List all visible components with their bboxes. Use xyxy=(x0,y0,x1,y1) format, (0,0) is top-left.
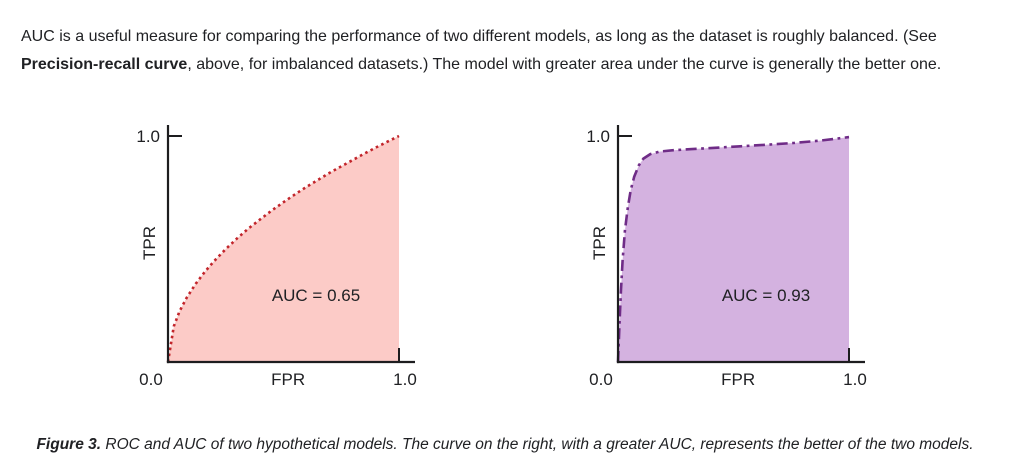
figure-caption: Figure 3. ROC and AUC of two hypothetica… xyxy=(0,436,1010,454)
figure-caption-label: Figure 3. xyxy=(36,435,102,453)
intro-line2-rest: , above, for imbalanced datasets.) The m… xyxy=(187,56,942,73)
y-axis-label: TPR xyxy=(590,226,609,260)
roc-chart-model-a: 1.0 0.0 1.0 FPR TPR AUC = 0.65 xyxy=(136,125,417,389)
y-tick-label-1.0: 1.0 xyxy=(136,127,160,146)
roc-area-fill xyxy=(168,136,399,362)
roc-chart-model-b: 1.0 0.0 1.0 FPR TPR AUC = 0.93 xyxy=(586,125,867,389)
y-tick-label-1.0: 1.0 xyxy=(586,127,610,146)
intro-precision-recall-bold: Precision-recall curve xyxy=(21,56,188,73)
roc-curve xyxy=(166,134,400,363)
y-axis-label: TPR xyxy=(140,226,159,260)
roc-curve xyxy=(616,135,850,363)
x-tick-label-1.0: 1.0 xyxy=(393,370,417,389)
intro-paragraph: AUC is a useful measure for comparing th… xyxy=(21,23,992,79)
x-tick-label-0.0: 0.0 xyxy=(589,370,613,389)
auc-annotation: AUC = 0.93 xyxy=(722,286,810,305)
x-tick-label-1.0: 1.0 xyxy=(843,370,867,389)
intro-line1: AUC is a useful measure for comparing th… xyxy=(21,28,937,45)
roc-area-fill xyxy=(618,137,849,362)
x-tick-label-0.0: 0.0 xyxy=(139,370,163,389)
auc-annotation: AUC = 0.65 xyxy=(272,286,360,305)
figure-caption-text: ROC and AUC of two hypothetical models. … xyxy=(101,435,974,453)
x-axis-label: FPR xyxy=(721,370,755,389)
x-axis-label: FPR xyxy=(271,370,305,389)
